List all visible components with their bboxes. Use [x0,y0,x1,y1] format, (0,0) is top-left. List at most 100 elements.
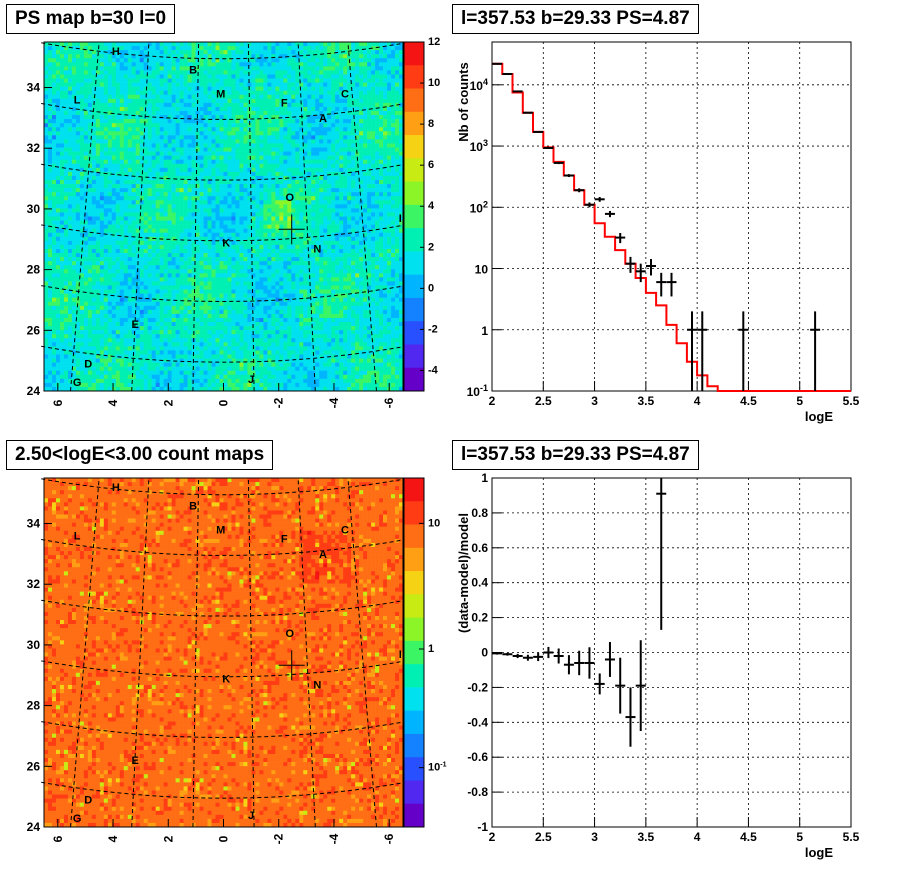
y-tick-label: 32 [27,577,41,591]
colorbar-segment [404,664,424,688]
source-label-E: E [131,319,138,331]
colorbar-tick-label: -2 [428,323,438,335]
meridian-line [131,477,150,828]
y-tick-label: 0.2 [471,611,488,625]
y-tick-label: 103 [470,138,488,154]
source-label-K: K [222,673,230,685]
source-label-I: I [399,213,402,225]
colorbar-segment [404,111,424,136]
colorbar-segment [404,135,424,159]
meridian-line [192,477,200,828]
source-label-M: M [216,89,225,101]
x-tick-label: 0 [217,399,231,406]
colorbar-segment [404,158,424,182]
x-axis-label: logE [805,845,833,860]
colorbar-tick-label: 10-1 [428,762,447,774]
y-tick-label: 24 [27,384,41,398]
parallel-line [41,163,406,181]
source-label-N: N [313,243,321,255]
y-tick-label: 102 [470,199,488,215]
coordinate-grid [41,41,406,392]
map-bottom-title: 2.50<logE<3.00 count maps [6,440,274,470]
source-label-J: J [248,810,254,822]
source-label-H: H [112,482,120,494]
source-label-G: G [73,813,82,825]
y-tick-label: -0.8 [467,785,488,799]
source-label-G: G [73,377,82,389]
meridian-line [70,41,100,392]
y-tick-label: 34 [27,517,41,531]
parallel-line [41,103,406,120]
x-tick-label: 6 [51,835,65,842]
colorbar-segment [404,181,424,206]
colorbar-tick-label: 6 [428,159,434,171]
y-tick-label: 30 [27,638,41,652]
y-tick-label: 10-1 [467,383,488,399]
meridian-line [347,41,377,392]
y-tick-label: 24 [27,820,41,834]
source-label-A: A [319,113,327,125]
y-tick-label: -1 [477,820,488,834]
y-tick-label: -0.2 [467,680,488,694]
colorbar-segment [404,780,424,805]
x-tick-label: 4.5 [740,394,757,408]
x-tick-label: 5.5 [843,394,860,408]
x-tick-label: 4 [694,830,701,844]
y-tick-label: -0.4 [467,715,488,729]
map-top-title: PS map b=30 l=0 [6,4,176,34]
parallel-line [41,345,406,363]
heatmap-bottom [44,478,404,828]
spectrum-grid [492,42,851,391]
source-label-N: N [313,679,321,691]
source-label-L: L [74,531,81,543]
source-label-D: D [84,359,92,371]
x-tick-label: 4.5 [740,830,757,844]
x-tick-label: 3 [591,394,598,408]
y-tick-label: 32 [27,141,41,155]
colorbar-segment [404,344,424,369]
y-tick-label: -0.6 [467,750,488,764]
x-tick-label: 3.5 [638,830,655,844]
source-label-C: C [341,525,349,537]
colorbar-segment [404,687,424,712]
colorbar-segment [404,204,424,229]
x-tick-label: -6 [382,397,396,408]
colorbar-segment [404,478,424,502]
source-label-I: I [399,649,402,661]
spectrum-title: l=357.53 b=29.33 PS=4.87 [452,4,699,34]
y-tick-label: 26 [27,759,41,773]
source-label-L: L [74,95,81,107]
y-tick-label: 104 [470,77,488,93]
y-tick-label: 34 [27,81,41,95]
x-tick-label: -2 [272,397,286,408]
x-tick-label: -4 [327,397,341,408]
spectrum-frame [491,41,852,392]
colorbar-tick-label: 1 [428,643,434,655]
colorbar-tick-label: 10 [428,517,440,529]
parallel-line [41,660,406,678]
source-label-O: O [285,628,294,640]
colorbar-segment [404,251,424,276]
y-tick-label: 28 [27,263,41,277]
colorbar-segment [404,617,424,642]
y-tick-label: 28 [27,699,41,713]
colorbar-segment [404,88,424,113]
source-label-A: A [319,549,327,561]
parallel-line [41,285,406,303]
colorbar-tick-label: 0 [428,282,434,294]
colorbar-frame [403,477,425,828]
y-axis-label: (data-model)/model [456,513,471,633]
y-tick-label: 0 [481,646,488,660]
parallel-line [41,781,406,799]
y-tick-label: 30 [27,202,41,216]
x-tick-label: 0 [217,835,231,842]
source-label-E: E [131,755,138,767]
y-tick-label: 0.6 [471,541,488,555]
colorbar-segment [404,501,424,525]
colorbar-segment [404,228,424,252]
source-label-J: J [248,374,254,386]
coordinate-grid [41,477,406,828]
parallel-line [41,721,406,739]
colorbar-segment [404,321,424,345]
